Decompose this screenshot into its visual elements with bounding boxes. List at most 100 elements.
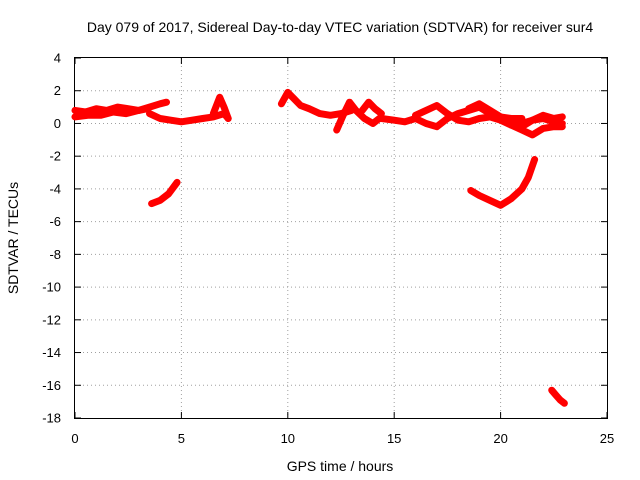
data-point (84, 112, 92, 119)
data-point (165, 190, 172, 197)
data-point (433, 102, 440, 109)
chart-title: Day 079 of 2017, Sidereal Day-to-day VTE… (87, 19, 593, 35)
data-point (333, 126, 340, 134)
data-point (210, 110, 217, 117)
data-point (97, 112, 104, 119)
series-line (71, 98, 170, 116)
data-point (476, 115, 483, 122)
data-point (284, 89, 291, 96)
data-point (486, 107, 494, 114)
series-arc-2 (71, 105, 151, 121)
series-line (358, 98, 385, 118)
y-tick-label: -12 (42, 312, 61, 327)
data-point (529, 131, 536, 139)
data-point (173, 179, 181, 186)
x-tick-label: 10 (281, 431, 295, 446)
data-point (71, 113, 79, 121)
x-tick-label: 25 (600, 431, 614, 446)
data-point (297, 102, 304, 109)
data-point (291, 95, 298, 103)
y-tick-label: 0 (54, 116, 61, 131)
plot-frame (74, 57, 608, 419)
data-point (486, 197, 494, 204)
x-tick-label: 0 (71, 431, 78, 446)
data-point (220, 103, 228, 111)
data-point (508, 121, 515, 129)
data-point (559, 123, 566, 130)
data-point (465, 105, 472, 112)
y-tick-label: -2 (49, 149, 61, 164)
series-arc-14 (548, 386, 568, 407)
x-tick-label: 20 (493, 431, 507, 446)
data-point (378, 115, 385, 122)
data-point (540, 112, 547, 119)
data-point (135, 107, 142, 114)
data-point (316, 110, 323, 117)
series-arc-4 (209, 93, 232, 122)
data-point (433, 123, 440, 130)
data-point (156, 115, 164, 122)
y-tick-label: -18 (42, 411, 61, 426)
data-point (531, 156, 538, 163)
data-point (178, 118, 185, 126)
data-point (361, 115, 368, 122)
data-point (401, 118, 408, 126)
data-point (476, 192, 483, 199)
data-point (163, 99, 170, 106)
data-point (305, 105, 313, 112)
data-point (148, 200, 155, 207)
data-point (365, 99, 372, 106)
data-point (561, 400, 568, 407)
data-point (422, 120, 430, 127)
data-point (552, 391, 560, 399)
y-axis-label: SDTVAR / TECUs (5, 182, 21, 294)
data-point (156, 100, 164, 108)
data-point (359, 107, 366, 114)
data-point (548, 387, 555, 394)
data-point (497, 113, 504, 121)
x-axis-label: GPS time / hours (287, 458, 394, 474)
data-point (156, 197, 164, 204)
data-point (216, 94, 223, 101)
series-line (209, 93, 232, 122)
data-point (540, 125, 547, 132)
data-point (327, 112, 334, 119)
series-arc-13 (467, 156, 539, 209)
data-point (550, 123, 557, 130)
data-point (199, 115, 206, 122)
y-tick-label: 4 (54, 51, 61, 66)
data-point (444, 110, 451, 117)
y-tick-label: -14 (42, 345, 61, 360)
data-point (391, 117, 398, 124)
data-point (550, 115, 557, 122)
data-point (525, 174, 532, 181)
data-point (454, 117, 462, 124)
data-point (71, 107, 79, 114)
series-line (148, 178, 181, 208)
data-point (467, 187, 474, 194)
data-point (225, 115, 232, 122)
data-point (114, 103, 121, 111)
series-arc-3 (146, 110, 232, 126)
data-point (346, 99, 353, 106)
y-tick-label: -6 (49, 214, 61, 229)
data-point (559, 113, 566, 121)
y-tick-label: -8 (49, 247, 61, 262)
series-arc-5 (148, 178, 181, 208)
series-arc-12 (518, 111, 566, 131)
data-point (339, 112, 347, 119)
series-arc-8 (358, 98, 385, 118)
data-point (188, 117, 196, 124)
y-tick-label: -16 (42, 378, 61, 393)
data-point (110, 108, 117, 116)
data-point (371, 105, 379, 112)
data-point (122, 110, 130, 117)
series-arc-11 (465, 100, 566, 139)
data-point (167, 117, 174, 124)
data-layer (71, 88, 568, 407)
data-point (508, 195, 515, 202)
data-point (529, 117, 536, 124)
data-point (352, 107, 360, 114)
